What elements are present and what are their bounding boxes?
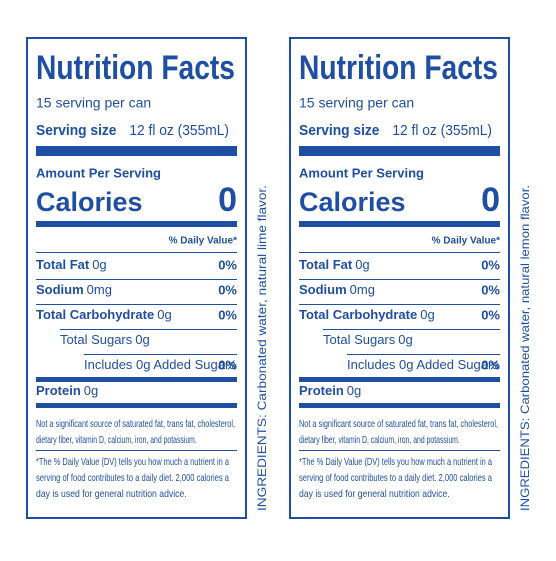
rule <box>299 304 500 305</box>
serving-size: Serving size 12 fl oz (355mL) <box>36 122 229 139</box>
nutrient-amount: 0g <box>157 307 171 322</box>
amount-per-serving: Amount Per Serving <box>36 165 161 180</box>
nutrient-amount: 0mg <box>87 282 112 297</box>
rule <box>36 279 237 280</box>
nutrient-row-label: Total Fat 0g <box>299 257 370 272</box>
label-box <box>26 37 247 519</box>
rule <box>347 354 500 355</box>
nutrient-row-label: Includes 0g Added Sugars <box>347 357 499 372</box>
footnote-line: Not a significant source of saturated fa… <box>36 418 235 430</box>
daily-value: 0% <box>218 357 237 372</box>
rule <box>299 450 500 451</box>
nutrient-row-label: Total Fat 0g <box>36 257 107 272</box>
rule <box>299 403 500 408</box>
nutrient-row-label: Total Sugars 0g <box>323 332 413 347</box>
nutrient-name: Total Carbohydrate <box>299 307 417 322</box>
footnote-line: *The % Daily Value (DV) tells you how mu… <box>36 456 229 468</box>
serving-size: Serving size 12 fl oz (355mL) <box>299 122 492 139</box>
nutrient-row-label: Total Carbohydrate 0g <box>36 307 172 322</box>
nutrient-amount: 0g <box>355 257 369 272</box>
rule <box>36 403 237 408</box>
nutrient-row-label: Total Sugars 0g <box>60 332 150 347</box>
nutrient-amount: 0g <box>92 257 106 272</box>
nutrient-amount: 0g <box>347 383 361 398</box>
daily-value: 0% <box>218 307 237 322</box>
nutrient-name: Sodium <box>299 282 347 297</box>
rule <box>60 329 237 330</box>
ingredients: INGREDIENTS: Carbonated water, natural l… <box>255 185 269 511</box>
rule <box>84 354 237 355</box>
rule <box>36 304 237 305</box>
nutrient-name: Includes 0g Added Sugars <box>84 357 236 372</box>
calories-label: Calories <box>299 187 406 217</box>
nutrient-name: Protein <box>299 383 344 398</box>
nutrient-amount: 0g <box>84 383 98 398</box>
calories-value: 0 <box>218 181 237 219</box>
nutrient-name: Total Sugars <box>60 332 133 347</box>
servings: 15 serving per can <box>36 95 151 111</box>
daily-value-header: % Daily Value* <box>169 236 237 247</box>
nutrient-name: Total Carbohydrate <box>36 307 154 322</box>
nutrient-name: Protein <box>36 383 81 398</box>
calories-label: Calories <box>36 187 143 217</box>
rule <box>36 252 237 253</box>
nutrient-name: Total Sugars <box>323 332 396 347</box>
daily-value: 0% <box>218 257 237 272</box>
footnote-line: dietary fiber, vitamin D, calcium, iron,… <box>299 434 460 446</box>
footnote-line: *The % Daily Value (DV) tells you how mu… <box>299 456 492 468</box>
daily-value: 0% <box>218 282 237 297</box>
nutrient-row-label: Sodium 0mg <box>299 282 375 297</box>
rule <box>36 146 237 156</box>
rule <box>323 329 500 330</box>
nutrient-name: Total Fat <box>299 257 353 272</box>
daily-value: 0% <box>481 307 500 322</box>
servings: 15 serving per can <box>299 95 414 111</box>
nutrient-name: Includes 0g Added Sugars <box>347 357 499 372</box>
nutrient-row-label: Sodium 0mg <box>36 282 112 297</box>
nutrient-row-label: Protein 0g <box>36 383 98 398</box>
nutrient-row-label: Total Carbohydrate 0g <box>299 307 435 322</box>
rule <box>36 377 237 382</box>
footnote-line: Not a significant source of saturated fa… <box>299 418 498 430</box>
daily-value: 0% <box>481 357 500 372</box>
nutrient-amount: 0g <box>398 332 412 347</box>
ingredients: INGREDIENTS: Carbonated water, natural l… <box>518 185 532 511</box>
daily-value: 0% <box>481 282 500 297</box>
serving-size-label: Serving size <box>36 122 116 139</box>
footnote-line: dietary fiber, vitamin D, calcium, iron,… <box>36 434 197 446</box>
amount-per-serving: Amount Per Serving <box>299 165 424 180</box>
nutrient-name: Total Fat <box>36 257 90 272</box>
rule <box>36 221 237 227</box>
footnote-line: serving of food contributes to a daily d… <box>299 472 492 484</box>
title: Nutrition Facts <box>299 49 498 87</box>
nutrient-amount: 0mg <box>350 282 375 297</box>
rule <box>299 221 500 227</box>
nutrient-row-label: Protein 0g <box>299 383 361 398</box>
daily-value: 0% <box>481 257 500 272</box>
rule <box>299 279 500 280</box>
footnote-line: serving of food contributes to a daily d… <box>36 472 229 484</box>
footnote-line: day is used for general nutrition advice… <box>36 488 187 500</box>
rule <box>299 252 500 253</box>
serving-size-label: Serving size <box>299 122 379 139</box>
serving-size-value: 12 fl oz (355mL) <box>392 122 492 139</box>
calories-value: 0 <box>481 181 500 219</box>
title: Nutrition Facts <box>36 49 235 87</box>
rule <box>299 146 500 156</box>
label-box <box>289 37 510 519</box>
nutrient-name: Sodium <box>36 282 84 297</box>
serving-size-value: 12 fl oz (355mL) <box>129 122 229 139</box>
nutrient-row-label: Includes 0g Added Sugars <box>84 357 236 372</box>
rule <box>299 377 500 382</box>
rule <box>36 450 237 451</box>
footnote-line: day is used for general nutrition advice… <box>299 488 450 500</box>
nutrient-amount: 0g <box>135 332 149 347</box>
nutrient-amount: 0g <box>420 307 434 322</box>
daily-value-header: % Daily Value* <box>432 236 500 247</box>
